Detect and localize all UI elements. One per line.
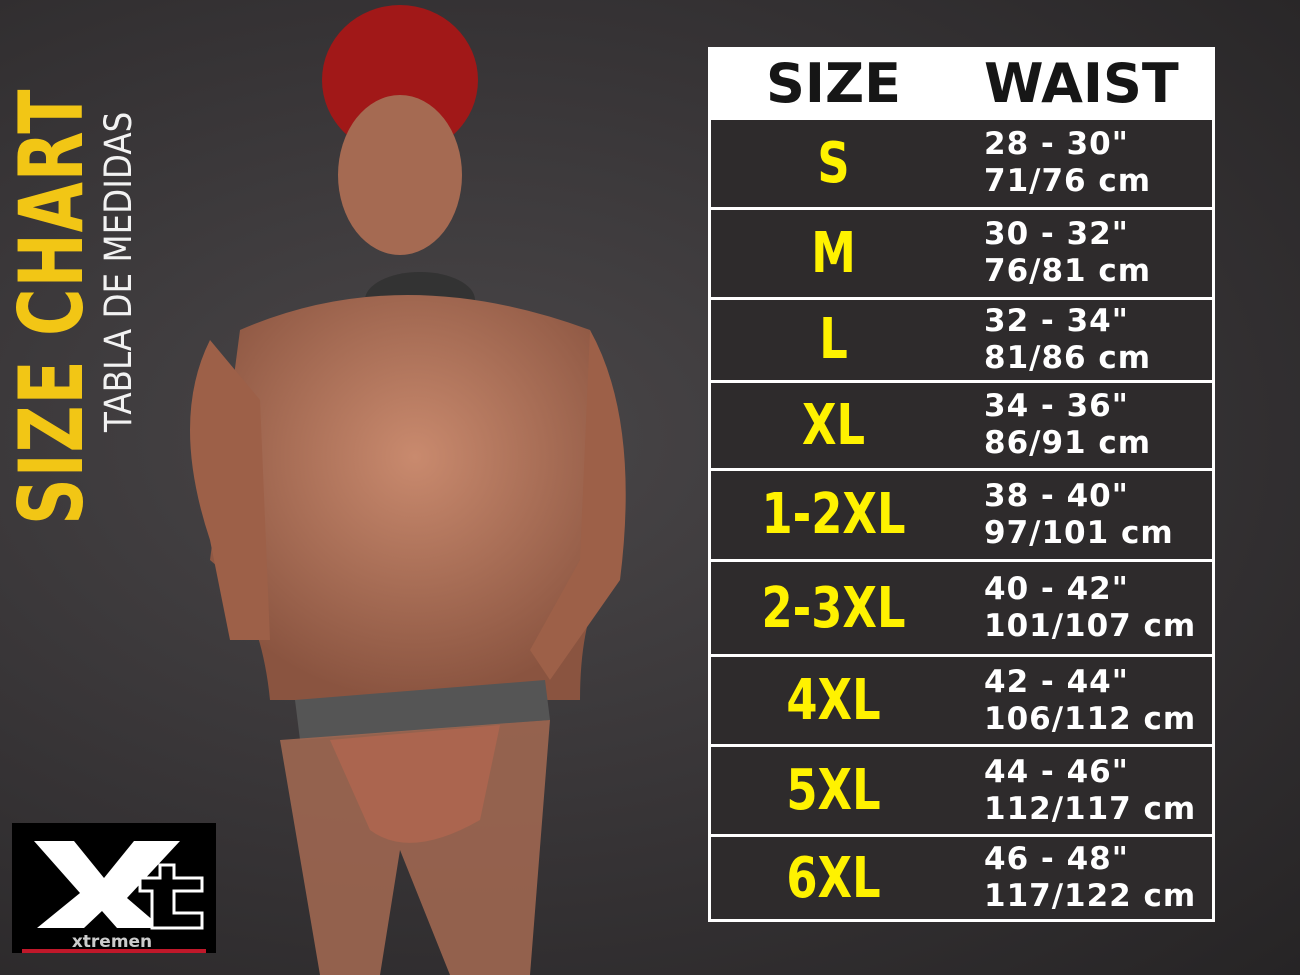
size-label: L: [819, 307, 848, 373]
table-row: S 28 - 30" 71/76 cm: [711, 119, 1212, 207]
table-row: L 32 - 34" 81/86 cm: [711, 299, 1212, 380]
size-label: 6XL: [786, 845, 881, 911]
waist-value: 28 - 30" 71/76 cm: [956, 126, 1151, 200]
waist-value: 32 - 34" 81/86 cm: [956, 303, 1151, 377]
size-chart-title: SIZE CHART: [0, 88, 103, 525]
size-label: 5XL: [786, 758, 881, 824]
waist-inches: 30 - 32": [984, 216, 1129, 253]
waist-value: 34 - 36" 86/91 cm: [956, 388, 1151, 462]
header-size: SIZE: [765, 51, 902, 115]
size-label: 4XL: [786, 668, 881, 734]
waist-inches: 28 - 30": [984, 126, 1129, 163]
size-table: SIZE WAIST S 28 - 30" 71/76 cm M 30 - 32…: [708, 47, 1215, 922]
waist-cm: 97/101 cm: [984, 514, 1174, 551]
waist-cm: 86/91 cm: [984, 425, 1152, 462]
waist-value: 40 - 42" 101/107 cm: [956, 571, 1196, 645]
table-row: XL 34 - 36" 86/91 cm: [711, 382, 1212, 468]
size-label: XL: [801, 392, 866, 458]
waist-cm: 106/112 cm: [984, 700, 1197, 737]
logo-brand-text: xtremen: [72, 932, 152, 952]
waist-inches: 46 - 48": [984, 841, 1129, 878]
waist-cm: 117/122 cm: [984, 878, 1197, 915]
waist-cm: 112/117 cm: [984, 790, 1197, 827]
waist-value: 44 - 46" 112/117 cm: [956, 754, 1196, 828]
table-row: 5XL 44 - 46" 112/117 cm: [711, 747, 1212, 835]
waist-cm: 71/76 cm: [984, 163, 1152, 200]
waist-cm: 76/81 cm: [984, 253, 1152, 290]
size-label: 2-3XL: [761, 575, 906, 641]
table-row: M 30 - 32" 76/81 cm: [711, 209, 1212, 297]
waist-inches: 40 - 42": [984, 571, 1129, 608]
waist-value: 30 - 32" 76/81 cm: [956, 216, 1151, 290]
waist-inches: 44 - 46": [984, 753, 1129, 790]
waist-value: 38 - 40" 97/101 cm: [956, 478, 1174, 552]
waist-inches: 38 - 40": [984, 477, 1129, 514]
table-row: 1-2XL 38 - 40" 97/101 cm: [711, 470, 1212, 560]
waist-cm: 81/86 cm: [984, 339, 1152, 376]
table-header: SIZE WAIST: [711, 50, 1212, 117]
size-chart-subtitle: TABLA DE MEDIDAS: [97, 111, 140, 433]
waist-inches: 32 - 34": [984, 302, 1129, 339]
header-waist: WAIST: [984, 51, 1179, 115]
waist-value: 42 - 44" 106/112 cm: [956, 664, 1196, 738]
size-label: S: [817, 130, 850, 196]
size-label: 1-2XL: [761, 482, 906, 548]
model-photo: [190, 5, 626, 975]
size-label: M: [811, 220, 856, 286]
table-row: 4XL 42 - 44" 106/112 cm: [711, 657, 1212, 745]
waist-inches: 34 - 36": [984, 388, 1129, 425]
table-row: 2-3XL 40 - 42" 101/107 cm: [711, 562, 1212, 655]
table-row: 6XL 46 - 48" 117/122 cm: [711, 837, 1212, 919]
waist-cm: 101/107 cm: [984, 608, 1197, 645]
waist-value: 46 - 48" 117/122 cm: [956, 841, 1196, 915]
xtremen-logo: xtremen: [12, 823, 216, 953]
waist-inches: 42 - 44": [984, 663, 1129, 700]
